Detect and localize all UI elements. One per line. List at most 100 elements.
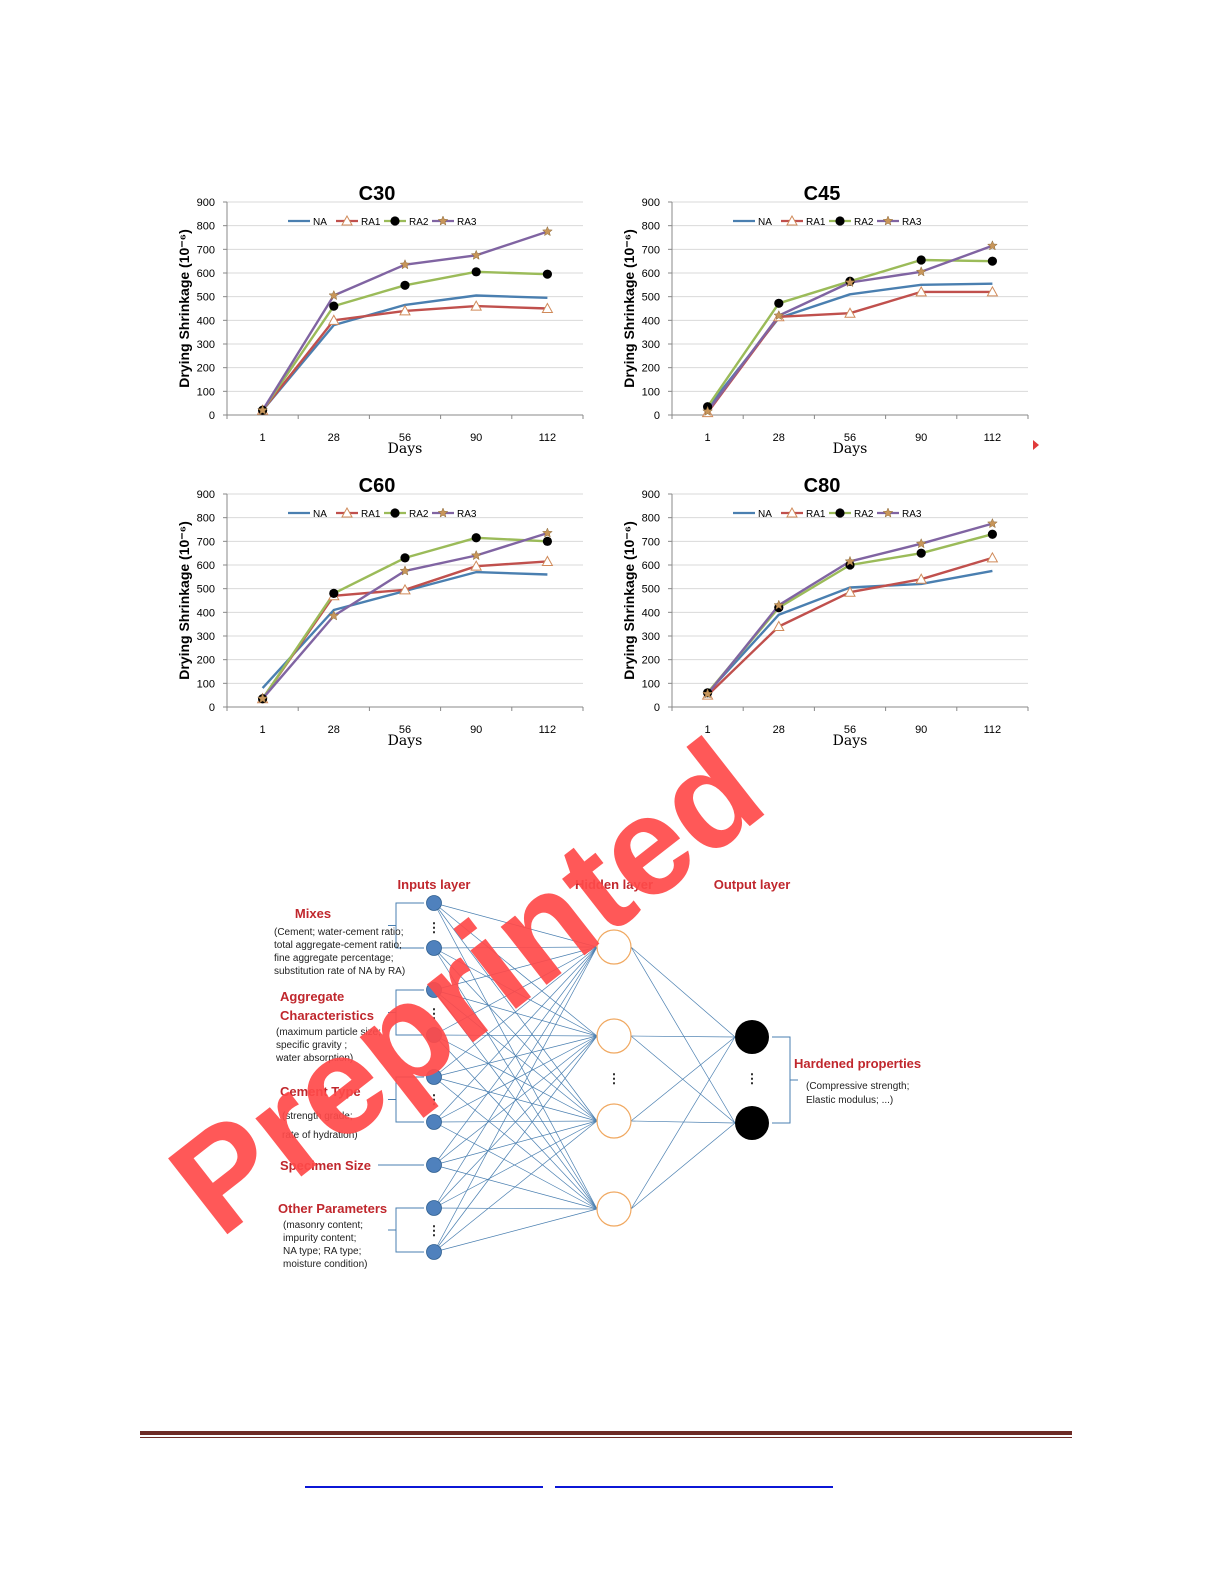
legend-marker — [882, 215, 894, 226]
data-point-ra1 — [986, 285, 999, 297]
legend-entry: RA2 — [409, 509, 429, 520]
chart-c80: 0 100 200 300 400 500 600 700 800 900 1 28 56 90 112 Da… — [615, 472, 1035, 762]
hidden-node — [596, 929, 632, 965]
output-desc-line: Elastic modulus; ...) — [806, 1095, 893, 1106]
group-desc-line: (Cement; water-cement ratio; — [274, 927, 404, 938]
data-point-ra3 — [986, 240, 998, 251]
y-tick-label: 600 — [642, 560, 660, 572]
chart-c45: 0 100 200 300 400 500 600 700 800 900 1 28 56 90 112 Da… — [615, 180, 1035, 470]
legend-marker — [437, 507, 449, 518]
group-desc-line: fine aggregate percentage; — [274, 953, 394, 964]
x-tick-label: 90 — [470, 432, 482, 444]
footer-link[interactable] — [305, 1486, 543, 1488]
x-tick-label: 56 — [844, 432, 856, 444]
network-edge — [433, 946, 598, 1209]
y-tick-label: 900 — [197, 489, 215, 501]
data-point-ra3 — [470, 549, 482, 561]
group-title-aggregate: Aggregate — [280, 989, 344, 1004]
y-tick-label: 200 — [197, 363, 215, 375]
data-point-ra3 — [702, 405, 714, 417]
x-axis-label: Days — [833, 441, 868, 457]
ellipsis-icon: ⋮ — [428, 920, 441, 935]
y-tick-label: 200 — [642, 363, 660, 375]
network-edge — [433, 1035, 598, 1209]
y-tick-label: 100 — [197, 386, 215, 398]
y-tick-label: 900 — [642, 489, 660, 501]
y-tick-label: 100 — [642, 678, 660, 690]
ellipsis-icon: ⋮ — [428, 1006, 441, 1021]
y-tick-label: 800 — [642, 221, 660, 233]
input-node — [426, 1069, 442, 1085]
y-tick-label: 100 — [642, 386, 660, 398]
x-tick-label: 90 — [915, 432, 927, 444]
network-edge — [630, 1035, 736, 1038]
data-point-ra2 — [471, 533, 481, 543]
network-edge — [433, 1120, 598, 1253]
network-edge — [630, 946, 736, 1038]
y-axis-label: Drying Shrinkage (10⁻⁶) — [621, 229, 637, 388]
legend-entry: RA3 — [902, 509, 922, 520]
data-point-ra1 — [470, 560, 483, 571]
output-layer-header: Output layer — [714, 877, 791, 892]
network-edge — [433, 902, 598, 1037]
hidden-node — [596, 1018, 632, 1054]
group-desc-line: impurity content; — [283, 1233, 356, 1244]
data-point-ra3 — [702, 688, 714, 699]
data-point-ra1 — [844, 586, 856, 597]
x-tick-label: 90 — [915, 724, 927, 736]
network-nodes — [426, 895, 769, 1260]
output-bracket — [772, 1036, 791, 1124]
x-tick-label: 28 — [773, 724, 785, 736]
legend-entry: NA — [313, 509, 327, 520]
chart-title: C80 — [804, 475, 841, 497]
data-point-ra1 — [986, 551, 999, 563]
data-point-ra2 — [987, 256, 997, 266]
data-point-ra2 — [542, 536, 552, 546]
data-point-ra2 — [329, 301, 339, 311]
legend-marker — [835, 216, 845, 226]
hidden-layer-header: Hidden layer — [575, 877, 653, 892]
ellipsis-icon: ⋮ — [428, 1223, 441, 1238]
data-point-ra2 — [542, 269, 552, 279]
data-point-ra2 — [471, 267, 481, 277]
x-tick-label: 112 — [539, 432, 557, 444]
footer-link[interactable] — [555, 1486, 833, 1488]
input-node — [426, 1157, 442, 1173]
group-title-characteristics: Characteristics — [280, 1008, 374, 1023]
y-axis-label: Drying Shrinkage (10⁻⁶) — [176, 521, 192, 680]
legend-marker — [786, 506, 798, 518]
network-edges — [433, 902, 736, 1253]
network-edge — [433, 1208, 598, 1253]
y-tick-label: 700 — [642, 536, 660, 548]
output-node — [735, 1106, 769, 1140]
data-point-ra2 — [400, 553, 410, 563]
y-tick-label: 500 — [197, 292, 215, 304]
y-tick-label: 600 — [642, 268, 660, 280]
data-point-ra3 — [915, 538, 927, 549]
network-edge — [433, 947, 598, 1210]
y-tick-label: 300 — [197, 339, 215, 351]
input-node — [426, 895, 442, 911]
legend-entry: NA — [758, 509, 772, 520]
legend-entry: NA — [313, 217, 327, 228]
data-point-ra3 — [986, 517, 998, 529]
group-title-mixes: Mixes — [295, 906, 331, 921]
x-tick-label: 28 — [328, 724, 340, 736]
network-edge — [433, 1121, 598, 1210]
data-point-ra3 — [844, 555, 856, 567]
data-point-ra1 — [772, 620, 785, 632]
y-tick-label: 600 — [197, 560, 215, 572]
group-desc-line: NA type; RA type; — [283, 1246, 361, 1257]
data-point-ra3 — [470, 249, 482, 260]
network-edge — [433, 1120, 598, 1209]
legend-entry: RA1 — [361, 509, 381, 520]
data-point-ra2 — [774, 298, 784, 308]
legend-marker — [882, 507, 894, 518]
data-point-ra3 — [844, 276, 856, 288]
network-edge — [433, 1120, 598, 1166]
input-node — [426, 1200, 442, 1216]
chart-c60: 0 100 200 300 400 500 600 700 800 900 1 28 56 90 112 Da… — [170, 472, 590, 762]
x-axis-label: Days — [388, 441, 423, 457]
network-edge — [630, 946, 736, 1124]
network-edge — [630, 1036, 736, 1122]
